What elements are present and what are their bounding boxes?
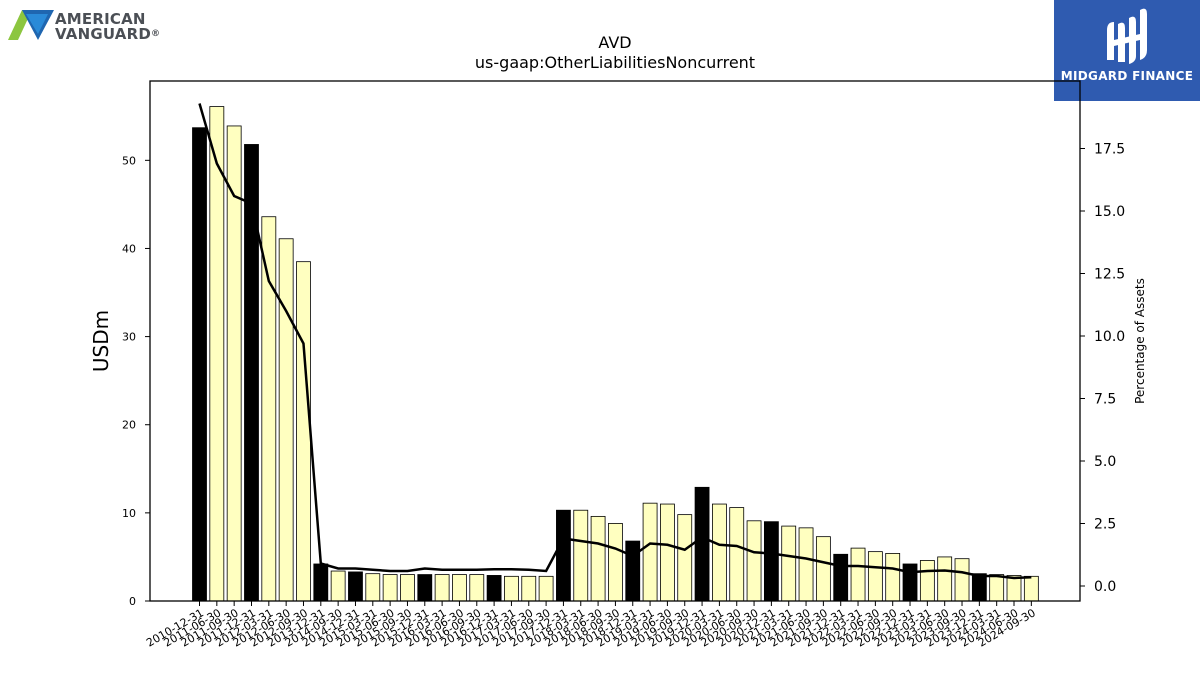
bar xyxy=(486,575,502,602)
bar xyxy=(989,574,1005,602)
bar xyxy=(677,514,693,602)
bar xyxy=(694,486,710,602)
y-tick-label: 10 xyxy=(122,507,136,520)
bar xyxy=(538,575,554,602)
bar xyxy=(521,575,537,602)
bar xyxy=(1023,575,1039,602)
chart-title: AVD xyxy=(598,33,631,52)
bar xyxy=(850,547,866,602)
y-tick-label: 50 xyxy=(122,154,136,167)
bar xyxy=(382,574,398,602)
y-axis-right-label: Percentage of Assets xyxy=(1133,278,1147,404)
bar xyxy=(902,563,918,602)
midgard-finance-logo-icon xyxy=(1107,8,1147,65)
bar xyxy=(798,527,814,602)
bar xyxy=(278,238,294,602)
brand-line-2: VANGUARD® xyxy=(55,27,160,42)
y-axis-label: USDm xyxy=(89,310,113,372)
y-axis-left: 0 10 20 30 40 50 xyxy=(122,154,150,608)
bar xyxy=(244,144,259,602)
midgard-finance-name: MIDGARD FINANCE xyxy=(1060,69,1194,83)
bar xyxy=(313,563,329,602)
y-right-tick-label: 12.5 xyxy=(1094,267,1125,283)
x-axis: 2010-12-312011-06-302011-09-302011-12-31… xyxy=(144,601,1038,650)
y-right-tick-label: 10.0 xyxy=(1094,329,1125,345)
bar xyxy=(590,515,606,602)
bar xyxy=(729,507,745,602)
y-tick-label: 0 xyxy=(129,595,136,608)
bar xyxy=(781,525,797,602)
bar xyxy=(504,575,519,602)
y-right-tick-label: 15.0 xyxy=(1094,204,1125,220)
bar xyxy=(348,571,363,602)
chart-subtitle: us-gaap:OtherLiabilitiesNoncurrent xyxy=(475,53,755,72)
bar xyxy=(867,551,883,602)
bar xyxy=(209,106,225,602)
y-right-tick-label: 5.0 xyxy=(1094,454,1116,470)
bar xyxy=(469,574,485,602)
bar xyxy=(971,573,987,602)
bar xyxy=(400,574,415,602)
brand-line-1: AMERICAN xyxy=(55,10,146,28)
bar xyxy=(556,509,571,602)
bar xyxy=(192,127,207,602)
bar xyxy=(815,536,831,602)
midgard-finance-logo: MIDGARD FINANCE xyxy=(1054,0,1200,101)
bar xyxy=(417,574,433,602)
bar xyxy=(365,573,381,602)
bar xyxy=(434,574,450,602)
y-right-tick-label: 0.0 xyxy=(1094,579,1116,595)
bar xyxy=(712,503,727,602)
bar xyxy=(954,558,970,602)
bar xyxy=(625,540,641,602)
percentage-line xyxy=(198,103,1032,580)
bar xyxy=(919,560,935,602)
bar xyxy=(330,570,346,602)
bar xyxy=(746,520,762,602)
bar xyxy=(452,574,467,602)
bar xyxy=(608,523,623,602)
bar xyxy=(573,509,589,602)
bar xyxy=(261,216,277,602)
y-right-tick-label: 7.5 xyxy=(1094,392,1116,408)
y-right-tick-label: 2.5 xyxy=(1094,517,1116,533)
bar xyxy=(296,261,311,602)
american-vanguard-logo-icon xyxy=(8,10,54,40)
bar xyxy=(833,553,849,602)
bar xyxy=(763,521,779,602)
bar xyxy=(642,502,658,602)
bar xyxy=(937,556,953,602)
y-axis-right: 0.0 2.5 5.0 7.5 10.0 12.5 15.0 17.5 xyxy=(1080,142,1125,595)
american-vanguard-logo: AMERICAN VANGUARD® xyxy=(8,8,160,44)
y-right-tick-label: 17.5 xyxy=(1094,142,1125,158)
y-tick-label: 20 xyxy=(122,419,136,432)
bar xyxy=(885,553,901,602)
bar-series xyxy=(192,106,1039,602)
y-tick-label: 30 xyxy=(122,331,136,344)
y-tick-label: 40 xyxy=(122,242,136,255)
bar xyxy=(1006,575,1022,602)
brand-registered-mark: ® xyxy=(151,29,161,39)
brand-line-2-text: VANGUARD xyxy=(55,25,151,43)
bar xyxy=(660,503,675,602)
